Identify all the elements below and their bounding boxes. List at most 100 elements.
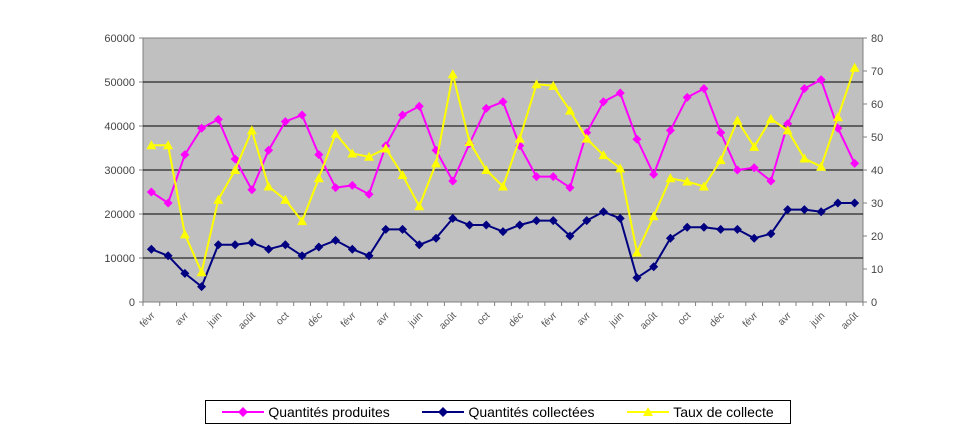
legend-label-produites: Quantités produites [268,404,390,420]
data-point-taux [397,169,408,179]
data-point-collectees [213,240,223,250]
data-point-collectees [146,244,156,254]
data-point-collectees [649,262,659,272]
data-point-collectees [398,224,408,234]
data-point-taux [799,153,810,163]
data-point-produites [783,119,793,129]
data-point-produites [749,163,759,173]
data-point-produites [649,169,659,179]
data-point-produites [531,172,541,182]
x-tick-label: déc [507,310,526,329]
data-point-produites [331,183,341,193]
data-point-collectees [180,268,190,278]
data-point-taux [464,136,475,146]
data-point-collectees [732,224,742,234]
data-point-collectees [799,205,809,215]
data-point-collectees [230,240,240,250]
data-point-taux [213,194,224,204]
data-point-produites [180,150,190,160]
data-point-taux [330,128,341,138]
data-point-produites [716,128,726,138]
data-point-collectees [364,251,374,261]
x-tick-label: févr [741,310,761,330]
data-point-taux [514,133,525,143]
data-point-collectees [515,220,525,230]
right-tick-label: 20 [871,231,883,243]
data-point-produites [163,198,173,208]
data-point-taux [230,165,241,174]
x-axis: févr avr juin août oct déc févr avr juin août oct d… [138,302,864,332]
data-point-taux [263,181,274,191]
x-tick-label: août [437,310,459,332]
data-point-taux [481,165,492,174]
right-tick-label: 30 [871,198,883,210]
data-point-produites [230,154,240,164]
data-point-taux [698,181,709,191]
data-point-produites [448,176,458,186]
data-point-produites [665,125,675,135]
data-point-collectees [682,222,692,232]
x-tick-label: août [839,310,861,332]
data-point-produites [766,176,776,186]
legend-label-collectees: Quantités collectées [468,404,595,420]
x-tick-label: déc [306,310,325,329]
data-point-collectees [749,233,759,243]
data-point-taux [648,211,659,221]
data-point-taux [163,140,174,150]
x-tick-label: avr [776,310,794,328]
data-point-produites [850,158,860,168]
data-point-collectees [498,227,508,237]
data-point-collectees [615,213,625,223]
data-point-collectees [314,242,324,252]
data-point-taux [531,79,542,89]
left-axis: 0 10000 20000 30000 40000 50000 60000 [104,33,143,309]
left-tick-label: 20000 [104,209,135,221]
data-point-taux [447,69,458,79]
legend-item-produites: Quantités produites [222,404,390,420]
data-point-collectees [716,224,726,234]
series-layer [146,62,860,292]
data-point-produites [314,150,324,160]
data-point-taux [715,155,726,165]
data-point-collectees [414,240,424,250]
data-point-produites [347,180,357,190]
data-point-taux [732,115,743,125]
data-point-produites [615,88,625,98]
x-tick-label: févr [339,310,359,330]
legend: Quantités produites Quantités collectées… [205,400,791,424]
data-point-produites [699,84,709,94]
data-point-produites [632,134,642,144]
x-tick-label: févr [540,310,560,330]
data-point-taux [782,125,793,135]
data-point-produites [414,101,424,111]
data-point-collectees [783,205,793,215]
data-point-taux [682,176,693,186]
x-tick-label: oct [274,310,291,327]
data-point-produites [297,110,307,120]
data-point-produites [598,97,608,107]
data-point-produites [799,84,809,94]
data-point-taux [816,161,827,171]
x-tick-label: août [236,310,258,332]
data-point-taux [749,141,760,151]
data-point-collectees [850,198,860,208]
right-axis: 0 10 20 30 40 50 60 70 80 [863,33,883,309]
data-point-collectees [431,233,441,243]
data-point-collectees [381,224,391,234]
data-point-taux [246,125,257,135]
data-point-produites [498,97,508,107]
data-point-taux [498,181,508,191]
data-point-collectees [247,238,257,248]
data-point-taux [548,80,559,90]
data-point-produites [264,145,274,155]
left-tick-label: 50000 [104,77,135,89]
data-point-collectees [331,235,341,245]
data-point-collectees [163,251,173,261]
data-point-produites [548,172,558,182]
x-tick-label: févr [138,310,158,330]
legend-item-collectees: Quantités collectées [422,404,595,420]
data-point-taux [581,133,592,143]
legend-label-taux: Taux de collecte [673,404,774,420]
data-point-collectees [632,273,642,283]
